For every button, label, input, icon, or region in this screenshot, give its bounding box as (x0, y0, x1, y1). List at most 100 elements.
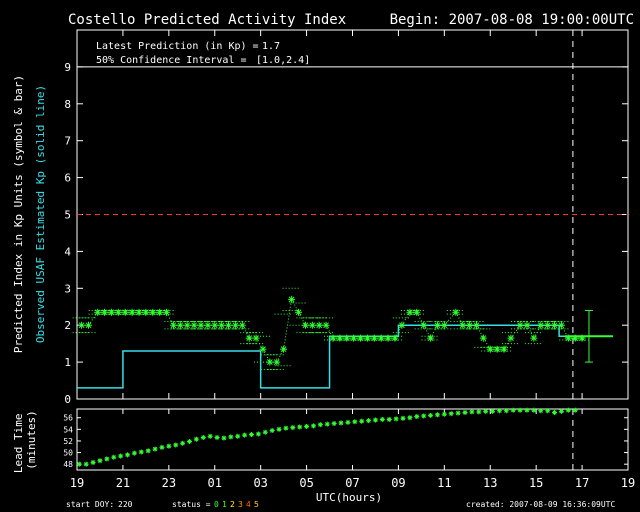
x-tick-label-12: 19 (621, 476, 635, 490)
lead-time-point-45-d2 (387, 417, 392, 422)
lead-time-point-10-d2 (146, 448, 151, 453)
main-plot: 0 1 2 3 4 5 6 7 8 9 (64, 29, 629, 406)
predicted-point-61-d2 (508, 335, 514, 341)
lead-time-point-31-d2 (290, 425, 295, 430)
lead-time-point-33 (304, 423, 310, 429)
predicted-link-51 (430, 324, 438, 339)
lead-time-point-34-d2 (311, 423, 316, 429)
status-code-0: 0 (214, 500, 219, 509)
lead-time-point-53 (441, 411, 447, 417)
lead-time-point-60-d2 (490, 409, 495, 414)
lead-time-point-28 (269, 427, 275, 433)
lead-time-point-2 (90, 459, 96, 465)
lead-time-point-25-d2 (249, 432, 254, 437)
lead-time-point-46 (393, 416, 399, 422)
status-code-2: 2 (230, 500, 235, 509)
y-tick-label-1: 1 (64, 356, 71, 369)
predicted-point-30-d2 (288, 296, 295, 303)
status-code-3: 3 (238, 500, 243, 509)
lead-time-point-55-d2 (455, 410, 461, 416)
x-tick-label-11: 17 (575, 476, 589, 490)
lead-time-point-5 (111, 454, 117, 460)
lead-time-point-6-d2 (118, 453, 123, 459)
lead-time-point-39 (345, 419, 351, 425)
lead-time-point-3 (97, 458, 103, 464)
lead-time-point-3-d2 (97, 458, 103, 463)
lead-time-point-8 (131, 450, 137, 456)
lead-time-point-39-d2 (345, 420, 351, 425)
lead-time-point-23 (235, 433, 241, 439)
begin-time: Begin: 2007-08-08 19:00:00UTC (390, 12, 634, 28)
lead-time-point-52-d2 (435, 412, 440, 417)
lead-time-point-18-d2 (201, 435, 206, 440)
status-code-4: 4 (246, 500, 251, 509)
lead-time-point-68 (545, 408, 551, 414)
created-timestamp: created: 2007-08-09 16:36:09UTC (466, 500, 615, 509)
lead-time-point-29-d2 (276, 427, 282, 432)
lead-time-point-30 (283, 425, 289, 431)
lead-time-point-14 (173, 442, 179, 448)
x-tick-label-0: 19 (70, 476, 84, 490)
predicted-link-32 (298, 312, 306, 326)
lead-time-point-61 (496, 408, 502, 414)
predicted-link-61 (503, 337, 512, 350)
predicted-link-31 (291, 299, 299, 313)
lead-time-point-26-d2 (256, 431, 261, 437)
lead-time-point-11-d2 (152, 446, 158, 452)
status-code-1: 1 (222, 500, 227, 509)
lead-time-point-27-d2 (263, 430, 268, 435)
predicted-link-58 (482, 337, 491, 350)
y-tick-label-0: 0 (64, 393, 71, 406)
lead-time-point-27 (262, 429, 268, 435)
lead-time-point-35 (317, 422, 323, 428)
lead-time-point-65-d2 (524, 408, 530, 413)
start-doy-value: 220 (118, 500, 133, 509)
lead-time-point-2-d2 (90, 460, 96, 465)
lead-time-point-4-d2 (104, 456, 109, 462)
lead-time-point-32 (297, 424, 303, 430)
lead-time-point-34 (310, 423, 316, 429)
predicted-link-13 (166, 312, 174, 326)
lead-time-label-line1: Lead Time (12, 414, 25, 474)
y-tick-label-9: 9 (64, 61, 71, 74)
lead-time-point-23-d2 (235, 434, 240, 439)
lead-time-point-1 (83, 461, 89, 467)
lead-time-point-71 (565, 407, 571, 413)
lead-time-point-66 (531, 407, 537, 413)
lead-time-point-52 (434, 412, 440, 418)
lead-time-point-58 (476, 409, 482, 415)
lead-time-point-47 (400, 415, 406, 421)
predicted-link-30 (283, 299, 293, 350)
lead-time-point-24-d2 (242, 432, 247, 438)
predicted-point-35-d2 (323, 322, 329, 329)
lead-time-point-7-d2 (125, 452, 130, 458)
lead-time-point-54 (448, 411, 454, 417)
x-tick-label-2: 23 (162, 476, 176, 490)
lead-time-point-43 (372, 417, 378, 423)
lead-y-tick-label-4: 56 (63, 414, 73, 423)
predicted-point-45-d2 (392, 335, 398, 341)
predicted-link-65 (533, 324, 542, 339)
predicted-link-57 (476, 324, 484, 339)
lead-time-point-44-d2 (380, 417, 385, 422)
lead-time-point-4 (104, 456, 110, 462)
lead-time-point-15 (180, 440, 186, 446)
lead-time-point-46-d2 (393, 416, 399, 422)
y-tick-label-7: 7 (64, 135, 71, 148)
x-tick-label-1: 21 (116, 476, 130, 490)
x-tick-label-9: 13 (483, 476, 497, 490)
latest-prediction-value: 1.7 (262, 41, 280, 52)
lead-time-point-43-d2 (373, 417, 378, 423)
x-tick-label-8: 11 (437, 476, 451, 490)
lead-time-point-26 (255, 431, 261, 437)
y-axis-label-predicted: Predicted Index in Kp Units (symbol & ba… (12, 75, 25, 353)
lead-time-point-41-d2 (359, 419, 364, 424)
lead-time-point-57 (469, 409, 475, 415)
lead-time-point-1-d2 (84, 462, 89, 467)
confidence-interval-value: [1.0,2.4] (256, 55, 310, 66)
lead-time-point-44 (379, 416, 385, 422)
chart-title: Costello Predicted Activity Index (68, 12, 346, 28)
predicted-link-29 (276, 348, 285, 363)
lead-time-point-61-d2 (497, 408, 502, 413)
